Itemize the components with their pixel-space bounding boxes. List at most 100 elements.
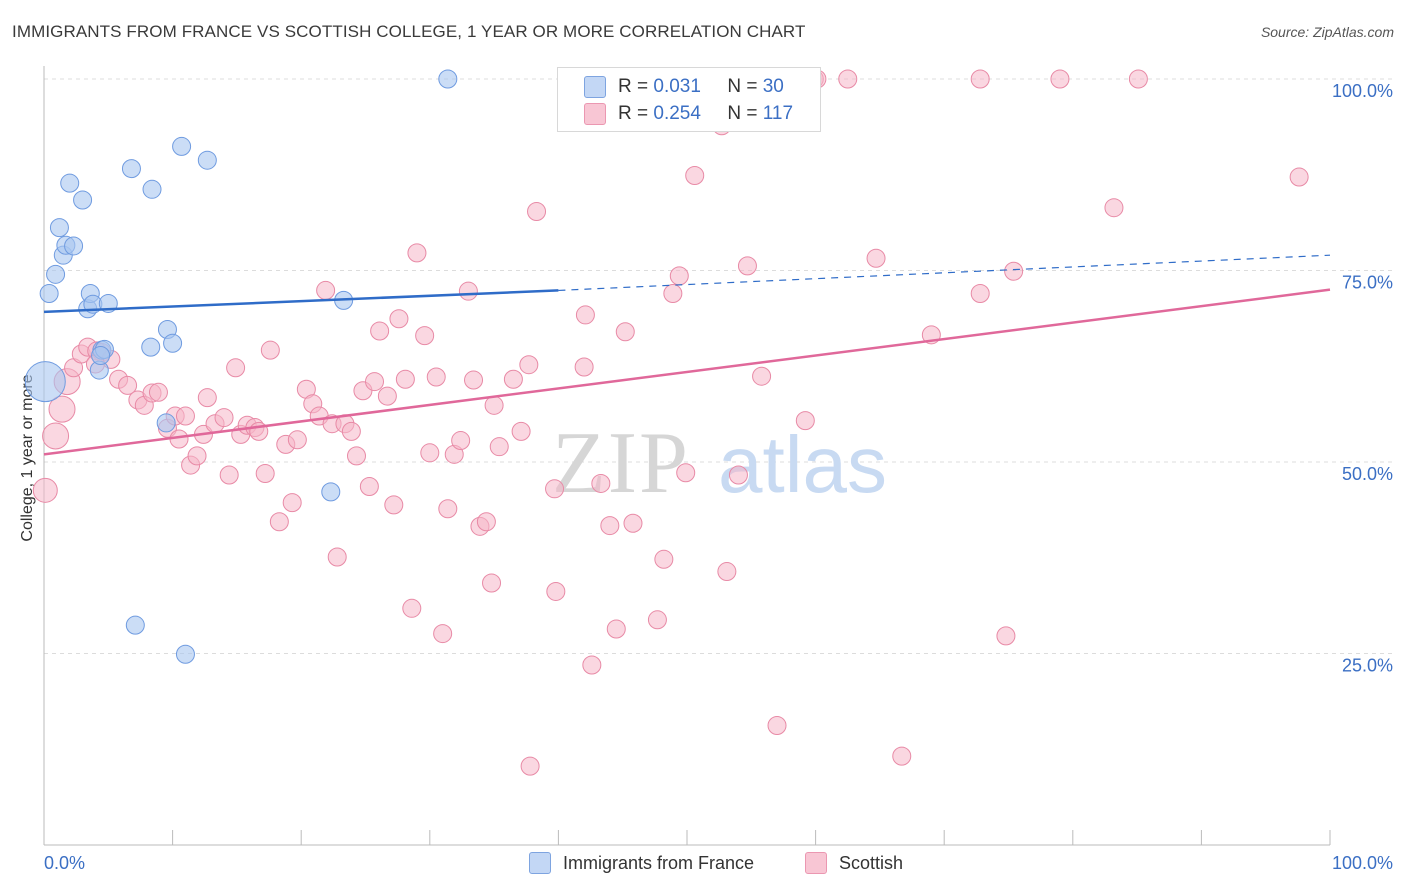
chart-source: Source: ZipAtlas.com bbox=[1260, 24, 1394, 40]
correlation-legend: R = 0.031 N = 30 R = 0.254 N = 117 bbox=[557, 67, 821, 132]
data-point-scottish bbox=[1050, 69, 1070, 89]
data-point-scottish bbox=[346, 446, 366, 466]
data-point-scottish bbox=[866, 248, 886, 268]
data-point-scottish bbox=[519, 355, 539, 375]
y-tick-label: 100.0% bbox=[1332, 81, 1393, 101]
data-point-scottish bbox=[197, 388, 217, 408]
y-tick-label: 75.0% bbox=[1342, 273, 1393, 293]
data-point-scottish bbox=[717, 562, 737, 582]
data-point-scottish bbox=[838, 69, 858, 89]
data-point-scottish bbox=[42, 422, 70, 450]
legend-n-value: 30 bbox=[762, 76, 784, 97]
data-point-scottish bbox=[175, 406, 195, 426]
data-point-france bbox=[163, 333, 183, 353]
data-point-scottish bbox=[484, 395, 504, 415]
data-point-scottish bbox=[219, 465, 239, 485]
data-point-scottish bbox=[996, 626, 1016, 646]
data-point-scottish bbox=[795, 411, 815, 431]
data-point-scottish bbox=[407, 243, 427, 263]
data-point-france bbox=[175, 644, 195, 664]
data-point-scottish bbox=[260, 340, 280, 360]
data-point-scottish bbox=[482, 573, 502, 593]
data-point-scottish bbox=[451, 431, 471, 451]
data-point-scottish bbox=[395, 369, 415, 389]
legend-item-france: Immigrants from France bbox=[529, 852, 754, 874]
legend-r-value: 0.031 bbox=[653, 76, 701, 97]
data-point-scottish bbox=[269, 512, 289, 532]
data-point-scottish bbox=[503, 369, 523, 389]
data-point-france bbox=[24, 361, 66, 403]
data-point-scottish bbox=[420, 443, 440, 463]
data-point-scottish bbox=[752, 366, 772, 386]
data-point-scottish bbox=[892, 746, 912, 766]
data-point-scottish bbox=[341, 421, 361, 441]
data-point-scottish bbox=[647, 610, 667, 630]
trend-line-scottish bbox=[43, 288, 1331, 456]
data-point-scottish bbox=[389, 309, 409, 329]
data-point-scottish bbox=[623, 513, 643, 533]
data-point-scottish bbox=[676, 463, 696, 483]
data-point-scottish bbox=[426, 367, 446, 387]
data-point-scottish bbox=[574, 357, 594, 377]
data-point-scottish bbox=[476, 512, 496, 532]
data-point-scottish bbox=[255, 463, 275, 483]
legend-r-value: 0.254 bbox=[653, 103, 701, 124]
data-point-france bbox=[91, 346, 111, 366]
data-point-scottish bbox=[767, 716, 787, 736]
data-point-scottish bbox=[118, 375, 138, 395]
chart-title: IMMIGRANTS FROM FRANCE VS SCOTTISH COLLE… bbox=[12, 22, 806, 41]
legend-swatch-blue bbox=[584, 76, 606, 98]
data-point-scottish bbox=[511, 421, 531, 441]
legend-n-label: N = bbox=[727, 76, 758, 97]
data-point-scottish bbox=[545, 479, 565, 499]
data-point-scottish bbox=[663, 283, 683, 303]
y-tick-label: 50.0% bbox=[1342, 464, 1393, 484]
data-point-france bbox=[49, 218, 69, 238]
data-point-scottish bbox=[415, 326, 435, 346]
legend-swatch-blue bbox=[529, 852, 551, 874]
data-point-france bbox=[60, 173, 80, 193]
data-point-scottish bbox=[970, 283, 990, 303]
data-point-scottish bbox=[591, 473, 611, 493]
series-france-points bbox=[24, 69, 458, 664]
data-point-scottish bbox=[187, 446, 207, 466]
data-point-france bbox=[141, 337, 161, 357]
watermark-zip: ZIP bbox=[552, 415, 690, 512]
data-point-scottish bbox=[1289, 167, 1309, 187]
legend-label-scottish: Scottish bbox=[839, 852, 904, 873]
data-point-scottish bbox=[287, 430, 307, 450]
legend-swatch-pink bbox=[584, 103, 606, 125]
data-point-scottish bbox=[365, 372, 385, 392]
data-point-scottish bbox=[606, 619, 626, 639]
data-point-scottish bbox=[654, 549, 674, 569]
data-point-scottish bbox=[327, 547, 347, 567]
data-point-scottish bbox=[370, 321, 390, 341]
data-point-france bbox=[64, 236, 84, 256]
tick-labels: 25.0% 50.0% 75.0% 100.0% 0.0% 100.0% bbox=[44, 81, 1393, 873]
data-point-scottish bbox=[438, 499, 458, 519]
data-point-scottish bbox=[575, 305, 595, 325]
data-point-france bbox=[142, 179, 162, 199]
data-point-scottish bbox=[359, 477, 379, 497]
data-point-scottish bbox=[1004, 261, 1024, 281]
grid-layer bbox=[44, 78, 1392, 654]
data-point-scottish bbox=[669, 266, 689, 286]
data-point-france bbox=[125, 615, 145, 635]
axis-layer bbox=[43, 66, 1331, 846]
data-point-scottish bbox=[1128, 69, 1148, 89]
legend-n-value: 117 bbox=[762, 103, 794, 124]
data-point-scottish bbox=[148, 382, 168, 402]
trend-line-france bbox=[43, 289, 559, 314]
watermark: ZIP atlas bbox=[552, 415, 887, 512]
data-point-scottish bbox=[464, 370, 484, 390]
data-point-scottish bbox=[402, 598, 422, 618]
data-point-france bbox=[197, 150, 217, 170]
data-point-scottish bbox=[282, 493, 302, 513]
legend-swatch-pink bbox=[805, 852, 827, 874]
data-point-scottish bbox=[600, 516, 620, 536]
data-point-scottish bbox=[214, 408, 234, 428]
data-point-france bbox=[172, 136, 192, 156]
trend-line-france-extrapolated bbox=[558, 254, 1331, 292]
data-point-france bbox=[121, 159, 141, 179]
